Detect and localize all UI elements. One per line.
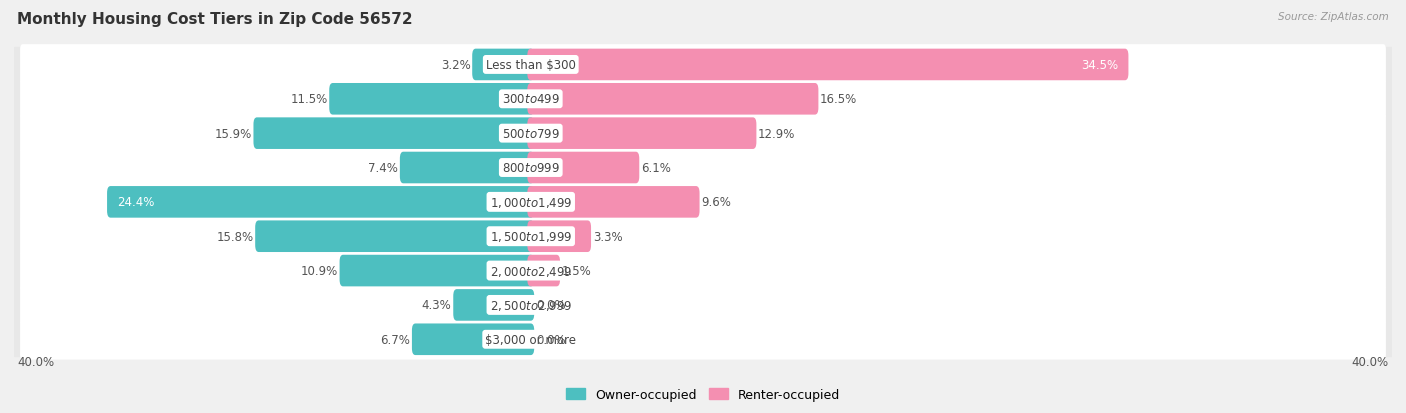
FancyBboxPatch shape [20, 45, 1386, 85]
Text: $1,000 to $1,499: $1,000 to $1,499 [489, 195, 572, 209]
FancyBboxPatch shape [20, 148, 1386, 188]
FancyBboxPatch shape [340, 255, 534, 287]
FancyBboxPatch shape [20, 182, 1386, 223]
Bar [14, 151, 1392, 185]
FancyBboxPatch shape [20, 79, 1386, 120]
Text: 12.9%: 12.9% [758, 127, 796, 140]
Text: 0.0%: 0.0% [536, 333, 565, 346]
Text: 16.5%: 16.5% [820, 93, 858, 106]
Text: Monthly Housing Cost Tiers in Zip Code 56572: Monthly Housing Cost Tiers in Zip Code 5… [17, 12, 412, 27]
Legend: Owner-occupied, Renter-occupied: Owner-occupied, Renter-occupied [561, 382, 845, 406]
Text: $300 to $499: $300 to $499 [502, 93, 560, 106]
FancyBboxPatch shape [20, 285, 1386, 325]
Text: 0.0%: 0.0% [536, 299, 565, 312]
FancyBboxPatch shape [20, 251, 1386, 291]
FancyBboxPatch shape [256, 221, 534, 252]
Text: 6.1%: 6.1% [641, 161, 671, 175]
FancyBboxPatch shape [20, 216, 1386, 257]
Bar [14, 219, 1392, 254]
FancyBboxPatch shape [399, 152, 534, 184]
FancyBboxPatch shape [527, 84, 818, 115]
Text: $1,500 to $1,999: $1,500 to $1,999 [489, 230, 572, 244]
FancyBboxPatch shape [107, 187, 534, 218]
Text: 10.9%: 10.9% [301, 264, 337, 278]
Text: 40.0%: 40.0% [1351, 355, 1389, 368]
Text: 11.5%: 11.5% [290, 93, 328, 106]
FancyBboxPatch shape [472, 50, 534, 81]
Text: 15.8%: 15.8% [217, 230, 253, 243]
Text: 7.4%: 7.4% [368, 161, 398, 175]
FancyBboxPatch shape [527, 118, 756, 150]
FancyBboxPatch shape [329, 84, 534, 115]
Text: $800 to $999: $800 to $999 [502, 161, 560, 175]
Text: 3.2%: 3.2% [440, 59, 471, 72]
Text: $2,000 to $2,499: $2,000 to $2,499 [489, 264, 572, 278]
Bar [14, 185, 1392, 219]
FancyBboxPatch shape [412, 324, 534, 355]
Text: $3,000 or more: $3,000 or more [485, 333, 576, 346]
Text: 9.6%: 9.6% [702, 196, 731, 209]
FancyBboxPatch shape [527, 221, 591, 252]
Bar [14, 322, 1392, 356]
Text: Source: ZipAtlas.com: Source: ZipAtlas.com [1278, 12, 1389, 22]
Text: 3.3%: 3.3% [593, 230, 623, 243]
Text: $500 to $799: $500 to $799 [502, 127, 560, 140]
Bar [14, 48, 1392, 83]
FancyBboxPatch shape [527, 187, 700, 218]
Bar [14, 254, 1392, 288]
Bar [14, 117, 1392, 151]
FancyBboxPatch shape [453, 290, 534, 321]
Text: $2,500 to $2,999: $2,500 to $2,999 [489, 298, 572, 312]
Text: 24.4%: 24.4% [117, 196, 155, 209]
FancyBboxPatch shape [527, 152, 640, 184]
Bar [14, 288, 1392, 322]
Text: 1.5%: 1.5% [562, 264, 592, 278]
FancyBboxPatch shape [527, 50, 1129, 81]
Bar [14, 83, 1392, 117]
FancyBboxPatch shape [527, 255, 560, 287]
Text: 4.3%: 4.3% [422, 299, 451, 312]
Text: 34.5%: 34.5% [1081, 59, 1118, 72]
Text: Less than $300: Less than $300 [486, 59, 575, 72]
FancyBboxPatch shape [20, 319, 1386, 360]
FancyBboxPatch shape [253, 118, 534, 150]
Text: 6.7%: 6.7% [381, 333, 411, 346]
Text: 40.0%: 40.0% [17, 355, 55, 368]
Text: 15.9%: 15.9% [215, 127, 252, 140]
FancyBboxPatch shape [20, 114, 1386, 154]
